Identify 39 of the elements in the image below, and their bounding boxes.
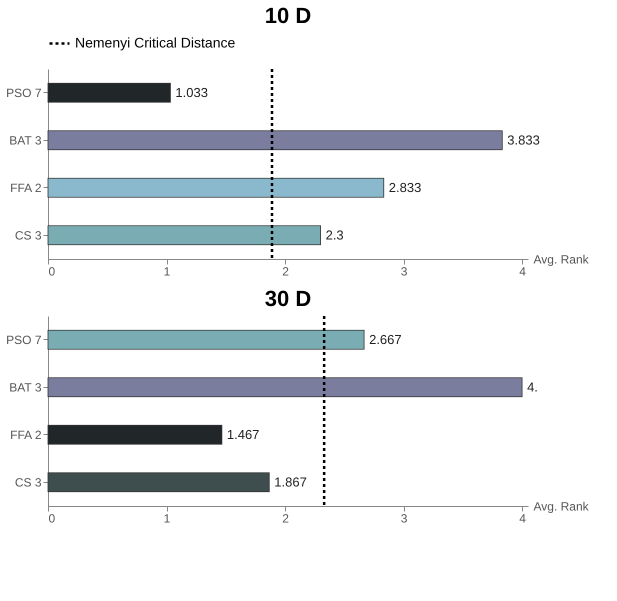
chart-title: 10 D	[264, 3, 312, 28]
data-label: 1.867	[274, 474, 307, 490]
bar	[48, 424, 222, 445]
data-label: 2.833	[388, 180, 422, 195]
data-label: 1.467	[226, 426, 260, 442]
x-tick-label: 1	[164, 264, 171, 278]
y-tick-label: BAT 3	[9, 380, 42, 394]
data-label: 2.667	[369, 332, 402, 347]
data-label: 2.3	[326, 227, 344, 242]
y-tick-label: BAT 3	[9, 133, 42, 148]
bar	[48, 225, 321, 246]
y-tick-label: FFA 2	[10, 428, 42, 442]
x-tick-label: 1	[164, 512, 171, 526]
bar	[48, 178, 384, 198]
bar	[48, 472, 270, 492]
y-tick-label: PSO 7	[6, 332, 42, 347]
x-tick-label: 4	[519, 264, 526, 278]
data-label: 1.033	[175, 84, 208, 100]
x-tick-label: 2	[282, 512, 290, 526]
x-tick-label: 0	[48, 512, 56, 526]
y-tick-label: CS 3	[14, 228, 42, 242]
bar	[48, 377, 522, 398]
x-tick-label: 3	[400, 512, 408, 526]
bar	[48, 82, 171, 103]
y-tick-label: PSO 7	[6, 86, 42, 100]
bar	[48, 130, 503, 150]
chart-title: 30 D	[264, 286, 312, 311]
x-tick-label: 3	[400, 264, 408, 278]
x-tick-label: 2	[282, 264, 290, 278]
data-label: 3.833	[507, 132, 540, 148]
y-tick-label: FFA 2	[10, 180, 42, 195]
legend-label: Nemenyi Critical Distance	[75, 34, 236, 50]
x-tick-label: 0	[48, 264, 56, 278]
x-axis-title: Avg. Rank	[534, 252, 590, 266]
x-tick-label: 4	[519, 512, 526, 526]
x-axis-title: Avg. Rank	[534, 500, 590, 514]
data-label: 4.	[527, 379, 538, 394]
y-tick-label: CS 3	[14, 475, 42, 490]
bar	[48, 330, 364, 350]
